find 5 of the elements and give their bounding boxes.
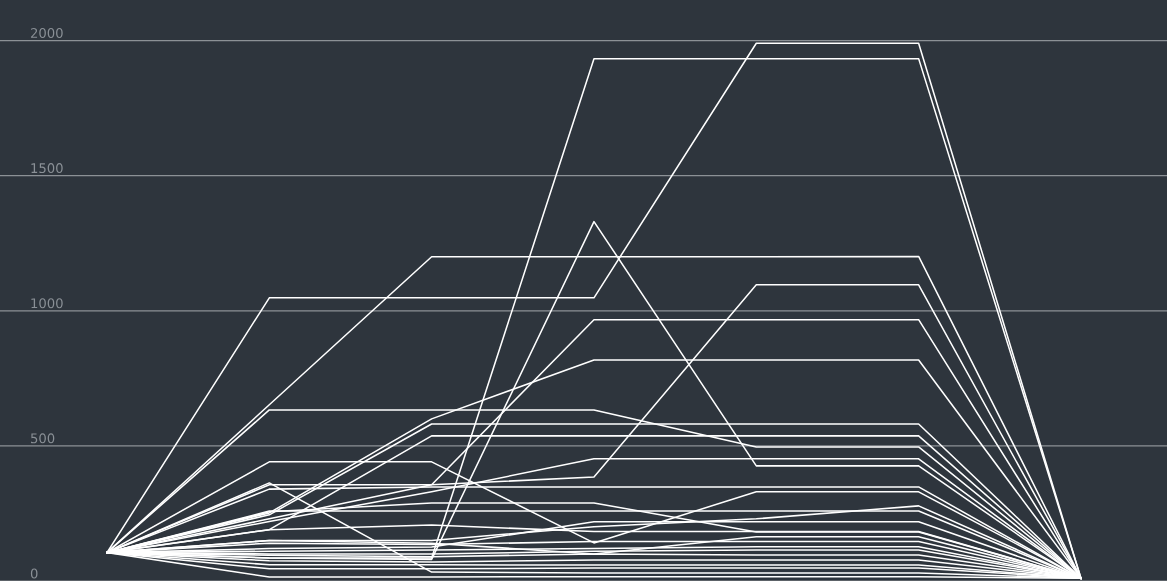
y-tick-label: 0 [30, 568, 38, 579]
y-tick-label: 500 [31, 433, 55, 444]
y-tick-label: 1000 [31, 298, 63, 309]
y-tick-label: 1500 [31, 163, 63, 174]
y-tick-label: 2000 [30, 28, 63, 38]
